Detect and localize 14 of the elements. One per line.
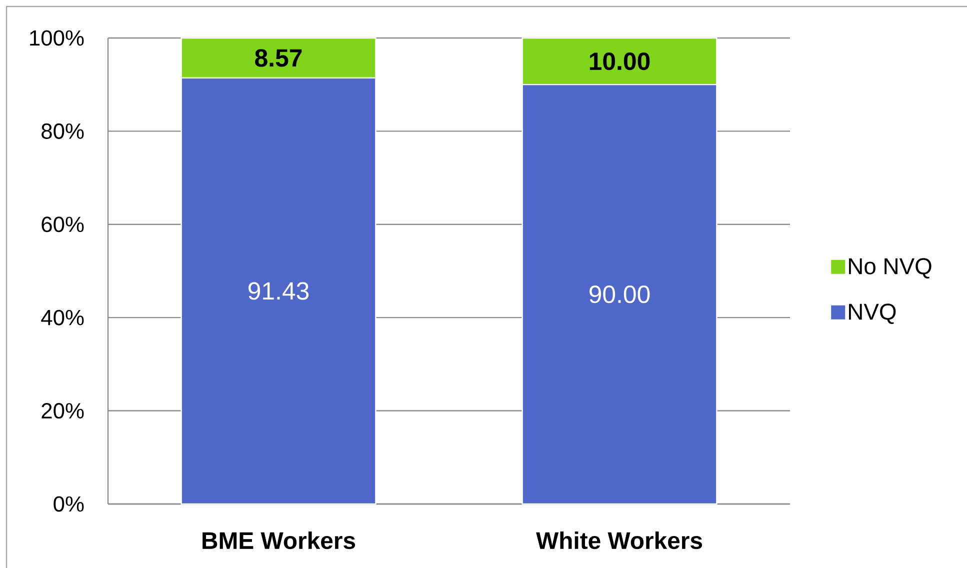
y-tick-label: 40%: [41, 310, 84, 326]
data-label: 91.43: [248, 282, 309, 300]
data-label: 10.00: [590, 52, 650, 70]
y-tick-label: 100%: [30, 30, 84, 46]
y-tick-label: 0%: [54, 496, 84, 512]
x-tick-label: BME Workers: [202, 532, 356, 550]
y-tick-label: 80%: [42, 123, 84, 139]
legend-label: No NVQ: [848, 258, 932, 278]
x-tick-label: White Workers: [536, 532, 702, 550]
y-tick-label: 60%: [42, 216, 84, 232]
data-label: 90.00: [590, 285, 650, 304]
text: NVQ: [848, 304, 896, 324]
y-tick-label: 20%: [42, 403, 84, 419]
data-label: 8.57: [255, 49, 302, 67]
